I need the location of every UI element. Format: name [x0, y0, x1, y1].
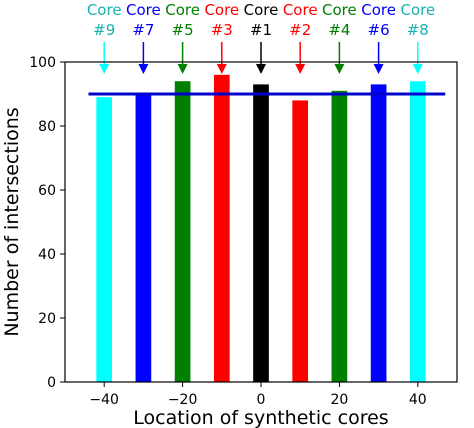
core-label-number: #3 [211, 21, 233, 39]
y-tick-label: 60 [38, 183, 56, 199]
y-tick-label: 40 [38, 247, 56, 263]
bar-core-4 [331, 90, 348, 383]
core-labels-layer: Core #9 Core #7 Core #5 Core #3 Core #1 Core #2 Core… [87, 1, 435, 39]
arrow-head-core-4 [334, 64, 345, 74]
core-label-number: #2 [289, 21, 311, 39]
bar-core-6 [370, 84, 387, 383]
x-axis-label: Location of synthetic cores [133, 407, 388, 428]
core-label-number: #9 [93, 21, 115, 39]
bar-core-2 [292, 100, 309, 383]
core-label-number: #4 [328, 21, 350, 39]
core-label-number: #7 [132, 21, 154, 39]
core-label-word: Core [165, 1, 200, 19]
x-tick-label: 20 [330, 392, 348, 408]
core-label-word: Core [283, 1, 318, 19]
core-label-word: Core [204, 1, 239, 19]
arrow-head-core-6 [373, 64, 384, 74]
arrow-head-core-8 [412, 64, 423, 74]
core-label-number: #8 [407, 21, 429, 39]
arrow-head-core-1 [256, 64, 266, 74]
bar-core-8 [409, 81, 426, 382]
y-tick-label: 0 [47, 375, 56, 391]
bar-core-1 [253, 84, 269, 383]
arrow-head-core-5 [177, 64, 188, 74]
core-arrows-layer [99, 42, 423, 74]
bars-layer [96, 74, 426, 383]
core-label-word: Core [400, 1, 435, 19]
y-axis-label: Number of intersections [1, 107, 23, 336]
x-tick-label: −40 [89, 392, 119, 408]
bar-core-7 [135, 94, 152, 382]
core-label-word: Core [87, 1, 122, 19]
arrow-head-core-2 [295, 64, 306, 74]
x-tick-label: 40 [409, 392, 427, 408]
arrow-head-core-3 [216, 64, 227, 74]
bar-core-9 [96, 97, 113, 382]
arrow-head-core-7 [138, 64, 149, 74]
y-tick-label: 80 [38, 119, 56, 135]
core-label-number: #5 [172, 21, 194, 39]
core-label-word: Core [361, 1, 396, 19]
core-label-word: Core [126, 1, 161, 19]
x-tick-label: 0 [257, 392, 266, 408]
y-tick-label: 20 [38, 311, 56, 327]
core-label-number: #1 [250, 21, 272, 39]
y-ticks-layer: 0 20 40 60 80 100 [29, 55, 65, 391]
y-tick-label: 100 [29, 55, 56, 71]
arrow-head-core-9 [99, 64, 110, 74]
bar-core-5 [174, 81, 191, 382]
x-ticks-layer: −40 −20 0 20 40 [89, 382, 427, 408]
x-tick-label: −20 [168, 392, 198, 408]
core-label-word: Core [322, 1, 357, 19]
bar-core-3 [213, 74, 230, 383]
core-label-number: #6 [368, 21, 390, 39]
core-label-word: Core [244, 1, 279, 19]
